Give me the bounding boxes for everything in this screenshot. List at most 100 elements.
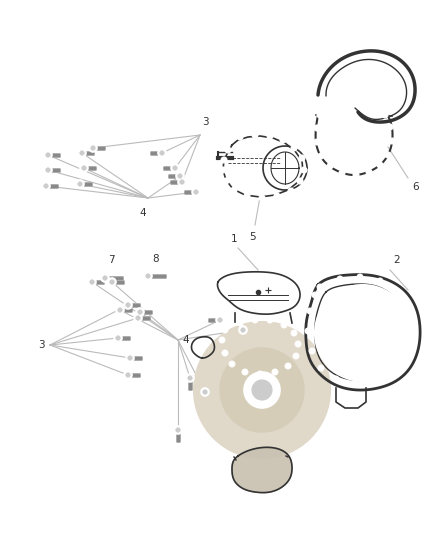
Circle shape [222,327,228,333]
Circle shape [44,166,52,174]
Circle shape [285,363,291,369]
Circle shape [91,146,95,150]
Circle shape [241,328,245,332]
Circle shape [174,426,182,434]
Circle shape [387,124,393,130]
Text: 2: 2 [393,255,399,265]
Circle shape [225,147,231,153]
Circle shape [223,178,229,184]
Circle shape [405,303,411,309]
Circle shape [178,178,186,186]
Circle shape [389,138,395,144]
Circle shape [46,168,50,172]
Circle shape [259,195,265,201]
Circle shape [220,167,226,173]
Circle shape [203,390,207,394]
Circle shape [318,365,324,371]
Text: 8: 8 [152,254,159,264]
Circle shape [118,308,122,312]
Circle shape [307,308,313,314]
Circle shape [314,139,320,145]
Circle shape [288,188,294,194]
Circle shape [244,372,280,408]
Circle shape [281,322,287,328]
Circle shape [252,380,272,400]
Circle shape [239,326,247,334]
Circle shape [188,376,192,380]
Circle shape [90,280,94,284]
Circle shape [108,278,116,286]
Circle shape [136,308,144,316]
Circle shape [366,169,372,175]
Circle shape [309,348,315,354]
Text: 1: 1 [231,234,237,244]
Circle shape [314,125,320,131]
Circle shape [82,166,86,170]
Circle shape [126,303,130,307]
Circle shape [242,369,248,375]
Circle shape [186,374,194,382]
Circle shape [244,193,250,199]
Circle shape [335,305,391,361]
Circle shape [357,274,363,280]
Text: 3: 3 [39,340,45,350]
Text: 4: 4 [182,335,189,345]
Circle shape [101,274,109,282]
Circle shape [78,182,82,186]
Circle shape [44,184,48,188]
Circle shape [377,162,383,168]
Circle shape [136,316,140,320]
Circle shape [291,145,297,151]
Circle shape [353,172,359,178]
Circle shape [80,151,84,155]
Circle shape [385,152,391,158]
Circle shape [176,172,184,180]
Circle shape [138,310,142,314]
Circle shape [173,166,177,170]
Circle shape [341,134,367,160]
Circle shape [301,167,307,173]
Circle shape [312,292,318,298]
Circle shape [219,337,225,343]
Circle shape [315,285,411,381]
Text: 4: 4 [140,208,146,218]
Circle shape [305,328,311,334]
Circle shape [44,151,52,159]
Circle shape [327,163,333,169]
Circle shape [291,330,297,336]
Circle shape [42,182,50,190]
Circle shape [88,278,96,286]
Circle shape [220,348,304,432]
Circle shape [410,343,416,349]
Circle shape [402,361,408,367]
Circle shape [333,376,339,382]
Circle shape [318,153,324,159]
Circle shape [231,187,237,193]
Circle shape [332,125,376,169]
Circle shape [218,318,222,322]
Circle shape [280,137,286,143]
Circle shape [114,334,122,342]
Circle shape [178,174,182,178]
Circle shape [116,336,120,340]
Circle shape [252,317,258,323]
Circle shape [124,371,132,379]
Circle shape [297,178,303,184]
Text: 5: 5 [249,232,255,242]
Circle shape [237,320,243,326]
Circle shape [176,428,180,432]
Circle shape [128,356,132,360]
Circle shape [89,144,97,152]
Circle shape [411,322,417,328]
Circle shape [134,314,142,322]
Circle shape [293,353,299,359]
Circle shape [46,153,50,157]
Circle shape [221,157,227,163]
Text: 3: 3 [202,117,208,127]
Circle shape [158,149,166,157]
Circle shape [103,276,107,280]
Circle shape [339,170,345,176]
Circle shape [389,373,395,379]
Circle shape [192,188,200,196]
Circle shape [393,288,399,294]
